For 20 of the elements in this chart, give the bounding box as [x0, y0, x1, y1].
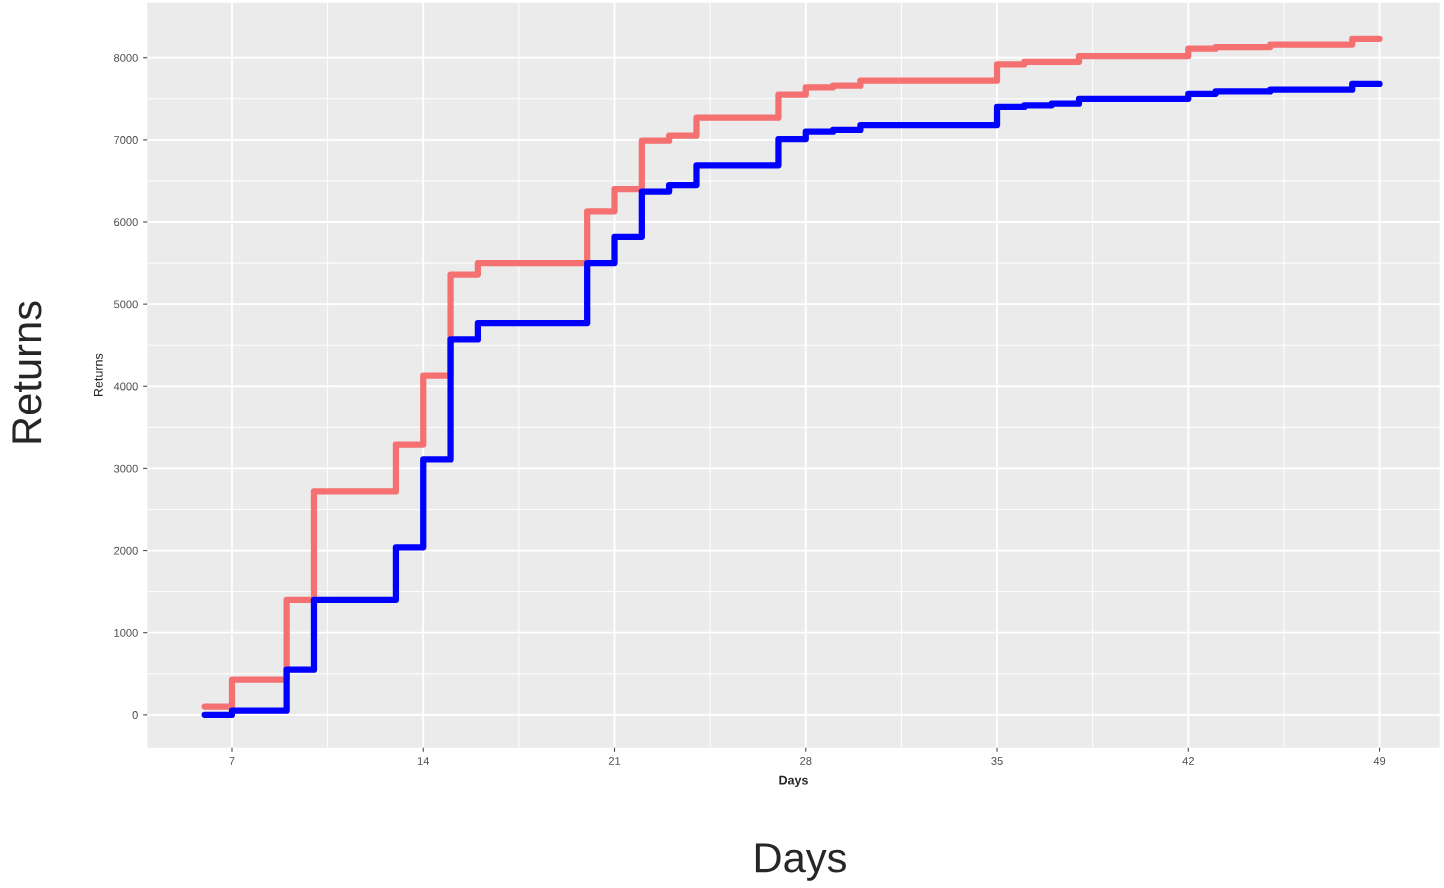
text: Days [755, 843, 846, 881]
y-tick-label: 5000 [113, 300, 138, 309]
x-tick-label: 21 [608, 757, 621, 765]
x-tick-label: 28 [800, 757, 812, 765]
text: Returns [12, 301, 42, 443]
y-tick-label: 2000 [114, 546, 138, 555]
x-tick-label: 35 [991, 757, 1003, 765]
y-tick-label: 3000 [113, 464, 138, 473]
x-tick-label: 7 [229, 757, 235, 765]
y-tick-label: 1000 [114, 628, 138, 637]
y-tick-label: 4000 [113, 382, 138, 391]
y-tick-label: 7000 [114, 136, 138, 144]
x-tick-label: 42 [1182, 757, 1194, 765]
x-tick-label: 49 [1373, 757, 1386, 765]
y-tick-label: 8000 [114, 53, 138, 62]
y-tick-label: 6000 [114, 218, 138, 227]
y-axis-title: Returns [94, 353, 103, 397]
x-axis-title: Days [779, 775, 808, 788]
y-tick-label: 0 [132, 711, 138, 719]
x-tick-label: 14 [417, 757, 430, 765]
